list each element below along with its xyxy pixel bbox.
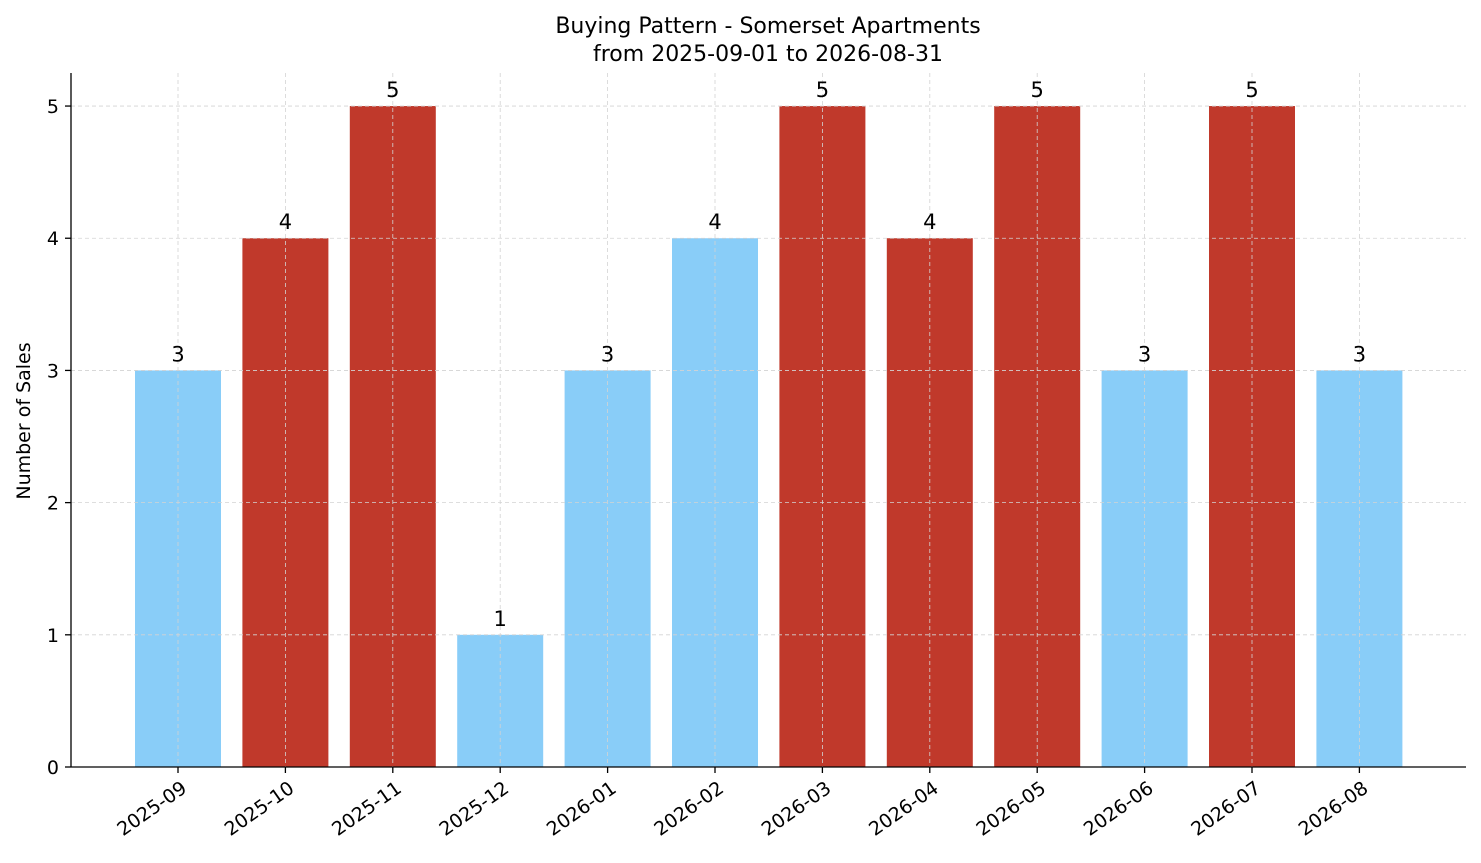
x-tick-label: 2026-08	[1295, 777, 1373, 841]
bar	[779, 106, 866, 768]
data-label: 3	[171, 342, 184, 366]
chart-subtitle: from 2025-09-01 to 2026-08-31	[593, 42, 943, 67]
data-label: 4	[923, 210, 936, 234]
bar	[564, 370, 651, 767]
data-labels: 3 4 5 1 3 4 5 4 5 3 5 3	[171, 78, 1366, 631]
data-label: 3	[601, 342, 614, 366]
y-tick-label: 4	[47, 228, 59, 250]
data-label: 5	[386, 78, 399, 102]
data-label: 5	[816, 78, 829, 102]
x-tick-label: 2026-07	[1187, 777, 1265, 841]
x-tick-label: 2025-10	[221, 777, 299, 841]
data-label: 5	[1031, 78, 1044, 102]
x-tick-label: 2026-01	[543, 777, 621, 841]
x-tick-label: 2025-12	[435, 777, 513, 841]
data-label: 4	[708, 210, 721, 234]
x-tick-label: 2026-05	[972, 777, 1050, 841]
x-tick-label: 2026-02	[650, 777, 728, 841]
data-label: 3	[1353, 342, 1366, 366]
bar	[135, 370, 221, 767]
y-tick-label: 5	[47, 96, 59, 118]
y-tick-label: 3	[47, 360, 59, 382]
grid	[71, 73, 1466, 767]
x-tick-label: 2026-06	[1080, 777, 1158, 841]
x-tick-label: 2025-11	[328, 777, 406, 841]
x-tick-label: 2026-04	[865, 777, 943, 841]
data-label: 4	[279, 210, 292, 234]
y-tick-label: 0	[47, 757, 59, 779]
x-tick-label: 2026-03	[758, 777, 836, 841]
y-tick-label: 2	[47, 493, 59, 515]
y-tick-label: 1	[47, 625, 59, 647]
bar	[994, 106, 1081, 768]
bar	[1316, 370, 1403, 767]
data-label: 3	[1138, 342, 1151, 366]
chart-title: Buying Pattern - Somerset Apartments	[555, 14, 980, 39]
bar	[349, 106, 436, 768]
bar	[1101, 370, 1188, 767]
data-label: 5	[1245, 78, 1258, 102]
bar	[1209, 106, 1295, 768]
x-tick-label: 2025-09	[113, 777, 191, 841]
bars	[135, 106, 1403, 768]
y-axis-label: Number of Sales	[13, 342, 35, 499]
data-label: 1	[494, 607, 507, 631]
